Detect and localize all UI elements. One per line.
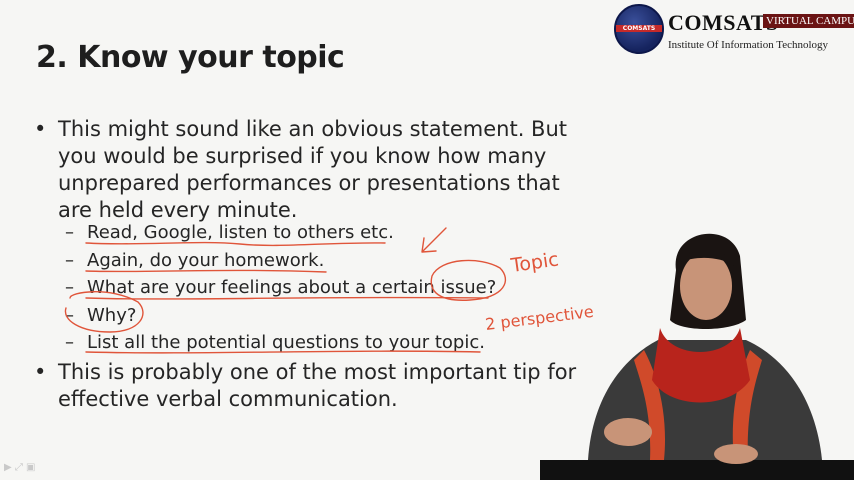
sub-bullet-item: – What are your feelings about a certain … [65,274,496,302]
sub-bullet-item: – Read, Google, listen to others etc. [65,219,496,247]
comsats-logo: COMSATS COMSATS VIRTUAL CAMPUS Institute… [614,4,854,54]
sub-bullet-item: – List all the potential questions to you… [65,329,496,357]
bullet-text: This is probably one of the most importa… [58,360,577,411]
sub-bullet-text: Why? [87,304,137,326]
bullet-point-1: • This might sound like an obvious state… [34,116,588,224]
sub-bullet-item: – Again, do your homework. [65,247,496,275]
dash-marker: – [65,332,74,353]
logo-brand: COMSATS [668,10,779,35]
virtual-campus-badge: VIRTUAL CAMPUS [763,14,854,28]
sub-bullet-text: Again, do your homework. [87,249,325,271]
logo-subtitle: Institute Of Information Technology [668,39,829,51]
scarf [652,328,750,403]
podium [540,460,854,480]
bullet-text: This might sound like an obvious stateme… [58,117,568,222]
bullet-point-2: • This is probably one of the most impor… [34,359,588,413]
seal-text: COMSATS [616,25,662,32]
dash-marker: – [65,222,74,243]
sub-bullet-text: List all the potential questions to your… [87,332,485,353]
speaker-video [540,233,854,480]
player-controls[interactable]: ▶ ⤢ ▣ [4,462,36,473]
bullet-marker: • [34,360,47,384]
hand [604,418,652,446]
sub-bullet-list: – Read, Google, listen to others etc. – Ag… [65,219,496,357]
seal-icon: COMSATS [614,4,664,54]
sub-bullet-text: What are your feelings about a certain i… [87,277,497,298]
sub-bullet-text: Read, Google, listen to others etc. [87,222,394,243]
dash-marker: – [65,277,74,298]
dash-marker: – [65,249,74,271]
hand [714,444,758,464]
dash-marker: – [65,304,74,326]
bullet-marker: • [34,117,47,141]
slide-title: 2. Know your topic [36,40,345,75]
face [680,252,732,320]
sub-bullet-item: – Why? [65,302,496,330]
